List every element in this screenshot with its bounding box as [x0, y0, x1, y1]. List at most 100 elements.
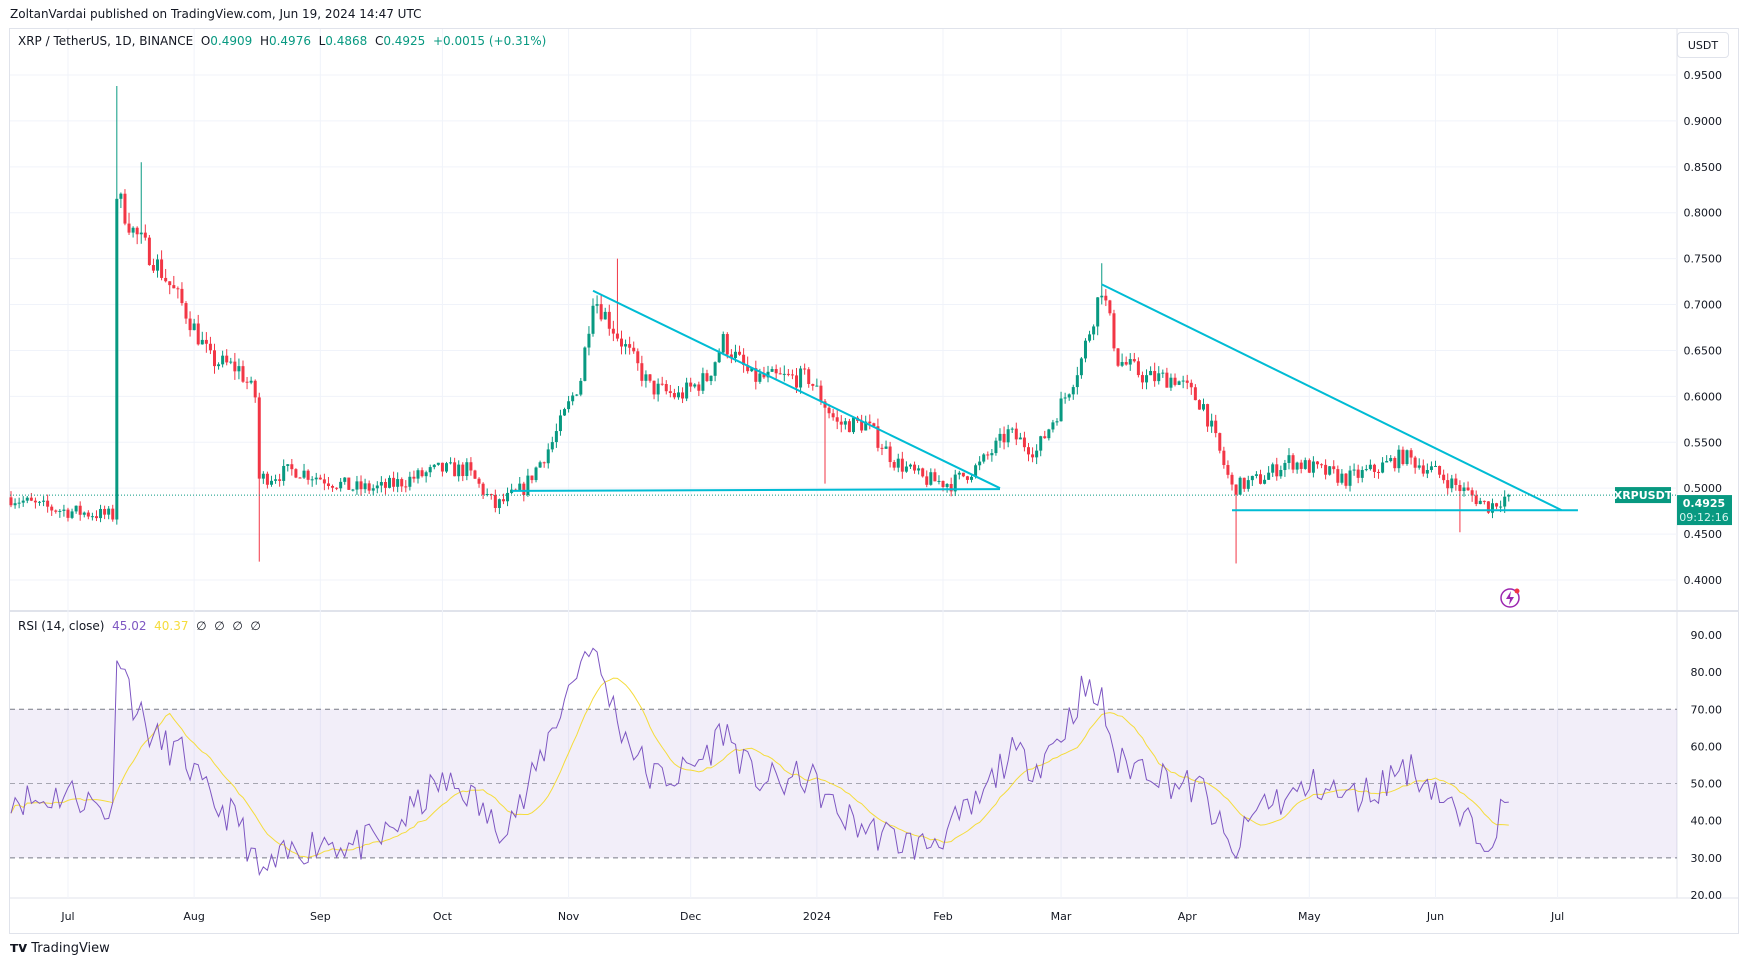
candle — [937, 475, 941, 485]
candle-body — [436, 462, 440, 465]
candle-body — [1450, 478, 1454, 489]
candle — [611, 320, 615, 342]
candle — [1389, 455, 1393, 463]
candle — [257, 392, 261, 562]
candle-body — [778, 373, 782, 375]
candle-body — [229, 361, 233, 363]
candle — [546, 443, 550, 469]
candle — [705, 369, 709, 383]
candle-body — [1124, 362, 1128, 365]
candle-body — [302, 470, 306, 478]
candle-body — [82, 512, 86, 515]
candle-body — [1149, 370, 1153, 376]
candle-body — [1364, 469, 1368, 471]
candle-body — [1083, 340, 1087, 359]
candle-body — [1482, 500, 1486, 502]
candle-body — [746, 364, 750, 372]
candle — [1246, 475, 1250, 492]
candle — [298, 476, 302, 479]
candle-body — [424, 472, 428, 477]
candle — [1104, 289, 1108, 307]
symbol-title[interactable]: XRP / TetherUS, 1D, BINANCE — [18, 34, 194, 48]
footer: ᴛv TradingView — [10, 940, 110, 956]
candle-body — [168, 281, 172, 286]
candle-body — [550, 442, 554, 450]
price-tick-label: 0.4000 — [1684, 574, 1723, 587]
candle — [965, 475, 969, 484]
candle-body — [1234, 484, 1238, 495]
candle-body — [640, 363, 644, 381]
candle-body — [1096, 297, 1100, 327]
candle-body — [961, 472, 965, 477]
candle — [1234, 484, 1238, 564]
candle-body — [1035, 450, 1039, 458]
candle-body — [457, 464, 461, 477]
candle — [1214, 414, 1218, 438]
rsi-tick-label: 80.00 — [1691, 666, 1723, 679]
candle — [1393, 456, 1397, 472]
candle-body — [1405, 450, 1409, 465]
candle-body — [1425, 469, 1429, 474]
candle-body — [672, 392, 676, 398]
candle — [1210, 413, 1214, 433]
candle-body — [453, 462, 457, 477]
candle-body — [1185, 380, 1189, 383]
candle — [1112, 309, 1116, 352]
candle — [587, 326, 591, 356]
candle — [1324, 459, 1328, 480]
candle — [469, 457, 473, 476]
candle — [306, 469, 310, 485]
candle — [961, 472, 965, 478]
currency-button[interactable]: USDT — [1677, 32, 1729, 58]
candle — [1027, 443, 1030, 462]
candle — [1267, 466, 1271, 480]
candle-body — [21, 500, 25, 503]
candle-body — [261, 473, 265, 479]
rsi-title[interactable]: RSI (14, close) — [18, 619, 105, 633]
candle-body — [1324, 464, 1328, 475]
candle — [851, 416, 855, 434]
candle-body — [90, 516, 94, 518]
candle — [42, 496, 46, 507]
candle — [1022, 431, 1026, 452]
candle — [1120, 353, 1124, 368]
candle-body — [567, 401, 571, 410]
candle — [628, 336, 632, 355]
candle-body — [676, 392, 680, 398]
candle — [1303, 457, 1307, 470]
tradingview-logo-icon: ᴛv — [10, 940, 28, 956]
candle — [770, 366, 774, 373]
candle — [917, 465, 921, 475]
candle-body — [111, 508, 115, 520]
time-tick-label: Oct — [433, 910, 453, 923]
candle — [331, 484, 335, 492]
candle-body — [416, 470, 420, 479]
candle — [998, 428, 1002, 448]
candle-body — [278, 479, 282, 481]
candle-body — [29, 497, 33, 501]
candle-body — [400, 479, 404, 487]
candle — [1348, 465, 1352, 492]
candle — [860, 414, 864, 433]
candle — [685, 377, 689, 402]
candle-body — [1189, 382, 1193, 388]
price-tag-value: 0.4925 — [1683, 497, 1725, 510]
candle-body — [326, 483, 330, 486]
candle — [436, 462, 440, 466]
candle — [978, 456, 982, 471]
tradingview-logo-text[interactable]: TradingView — [31, 940, 110, 956]
candle-body — [579, 380, 583, 395]
candle — [603, 307, 607, 320]
low-value: 0.4868 — [325, 34, 368, 48]
candle — [233, 352, 237, 380]
candle-body — [233, 361, 237, 372]
candle-body — [1401, 449, 1405, 465]
candle-body — [485, 494, 489, 496]
candle — [261, 471, 265, 484]
candle — [66, 507, 70, 522]
change-value: +0.0015 (+0.31%) — [432, 34, 547, 48]
candle — [880, 443, 884, 456]
candle-body — [151, 265, 155, 271]
candle — [1096, 297, 1100, 336]
